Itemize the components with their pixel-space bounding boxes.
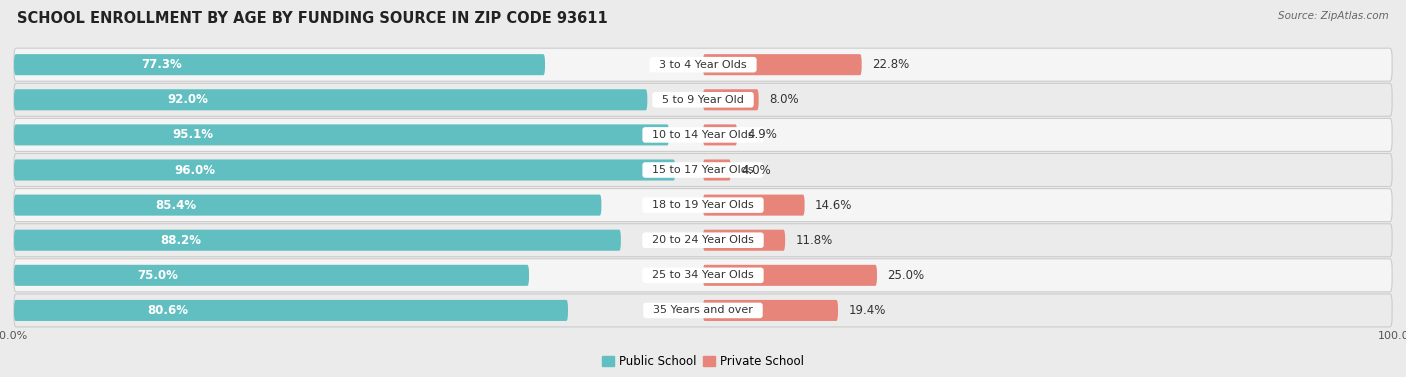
FancyBboxPatch shape [703, 300, 838, 321]
FancyBboxPatch shape [703, 124, 737, 146]
FancyBboxPatch shape [703, 54, 862, 75]
FancyBboxPatch shape [14, 159, 675, 181]
Text: 4.9%: 4.9% [748, 129, 778, 141]
FancyBboxPatch shape [14, 118, 1392, 152]
Text: 15 to 17 Year Olds: 15 to 17 Year Olds [645, 165, 761, 175]
Legend: Public School, Private School: Public School, Private School [598, 350, 808, 372]
Text: 10 to 14 Year Olds: 10 to 14 Year Olds [645, 130, 761, 140]
FancyBboxPatch shape [703, 89, 759, 110]
FancyBboxPatch shape [14, 259, 1392, 292]
FancyBboxPatch shape [703, 159, 731, 181]
FancyBboxPatch shape [703, 195, 804, 216]
Text: 92.0%: 92.0% [167, 93, 208, 106]
Text: 14.6%: 14.6% [815, 199, 852, 211]
Text: 20 to 24 Year Olds: 20 to 24 Year Olds [645, 235, 761, 245]
Text: 4.0%: 4.0% [741, 164, 770, 176]
Text: 35 Years and over: 35 Years and over [647, 305, 759, 316]
FancyBboxPatch shape [703, 265, 877, 286]
FancyBboxPatch shape [14, 195, 602, 216]
Text: 18 to 19 Year Olds: 18 to 19 Year Olds [645, 200, 761, 210]
Text: 25 to 34 Year Olds: 25 to 34 Year Olds [645, 270, 761, 280]
FancyBboxPatch shape [14, 224, 1392, 257]
Text: 95.1%: 95.1% [173, 129, 214, 141]
Text: 11.8%: 11.8% [796, 234, 832, 247]
Text: 25.0%: 25.0% [887, 269, 925, 282]
FancyBboxPatch shape [14, 153, 1392, 187]
FancyBboxPatch shape [14, 188, 1392, 222]
FancyBboxPatch shape [14, 54, 546, 75]
FancyBboxPatch shape [14, 124, 669, 146]
FancyBboxPatch shape [703, 230, 785, 251]
Text: 85.4%: 85.4% [156, 199, 197, 211]
FancyBboxPatch shape [14, 230, 621, 251]
FancyBboxPatch shape [14, 294, 1392, 327]
Text: 8.0%: 8.0% [769, 93, 799, 106]
Text: 80.6%: 80.6% [148, 304, 188, 317]
Text: 5 to 9 Year Old: 5 to 9 Year Old [655, 95, 751, 105]
FancyBboxPatch shape [14, 48, 1392, 81]
Text: 96.0%: 96.0% [174, 164, 215, 176]
Text: 22.8%: 22.8% [872, 58, 910, 71]
Text: 3 to 4 Year Olds: 3 to 4 Year Olds [652, 60, 754, 70]
Text: Source: ZipAtlas.com: Source: ZipAtlas.com [1278, 11, 1389, 21]
Text: 75.0%: 75.0% [138, 269, 179, 282]
FancyBboxPatch shape [14, 300, 568, 321]
FancyBboxPatch shape [14, 265, 529, 286]
Text: 19.4%: 19.4% [848, 304, 886, 317]
FancyBboxPatch shape [14, 89, 647, 110]
Text: 88.2%: 88.2% [160, 234, 201, 247]
FancyBboxPatch shape [14, 83, 1392, 116]
Text: 77.3%: 77.3% [142, 58, 183, 71]
Text: SCHOOL ENROLLMENT BY AGE BY FUNDING SOURCE IN ZIP CODE 93611: SCHOOL ENROLLMENT BY AGE BY FUNDING SOUR… [17, 11, 607, 26]
